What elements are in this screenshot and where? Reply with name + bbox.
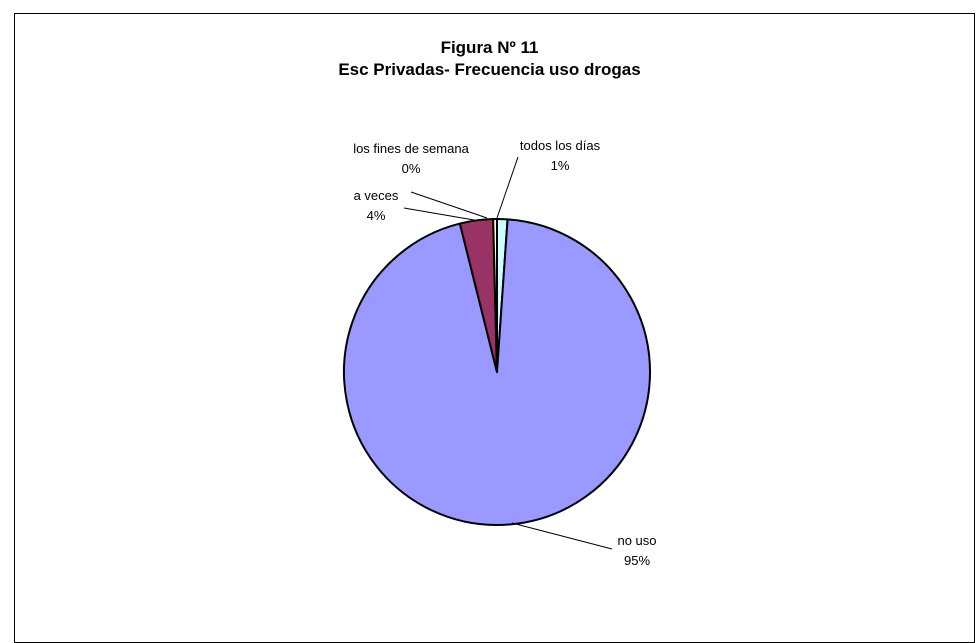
slice-label-a-veces: a veces: [354, 188, 399, 203]
slice-label-no-uso: no uso: [617, 533, 656, 548]
slice-percent-todos-los-dias: 1%: [551, 158, 570, 173]
slice-percent-no-uso: 95%: [624, 553, 650, 568]
chart-title-line1: Figura Nº 11: [440, 38, 539, 57]
leader-line-los-fines-de-semana: [410, 191, 488, 219]
slice-percent-a-veces: 4%: [367, 208, 386, 223]
leader-line-no-uso: [511, 522, 613, 550]
slice-percent-los-fines-de-semana: 0%: [402, 161, 421, 176]
chart-title-line2: Esc Privadas- Frecuencia uso drogas: [338, 60, 641, 79]
leader-line-a-veces: [403, 207, 475, 221]
leader-line-todos-los-dias: [496, 156, 519, 219]
slice-label-todos-los-dias: todos los días: [520, 138, 601, 153]
slice-label-los-fines-de-semana: los fines de semana: [353, 141, 469, 156]
pie-slice-los-fines-de-semana: [492, 217, 498, 373]
